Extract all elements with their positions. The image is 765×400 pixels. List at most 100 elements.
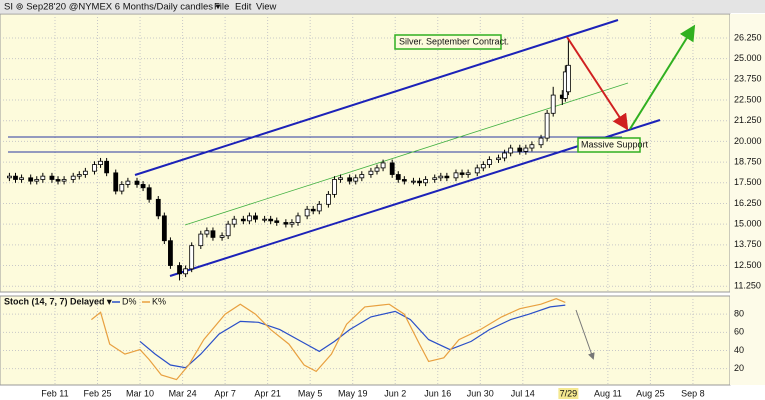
menu-view[interactable]: View [256, 2, 277, 13]
cursor-box [558, 388, 579, 399]
candle-body [146, 187, 152, 200]
candle-body [517, 147, 523, 152]
grid: 11.250 12.500 13.750 15.000 16.250 17.500 18.7… [0, 14, 762, 399]
candle-body [332, 179, 337, 195]
y-tick-label: 22.500 [734, 94, 762, 104]
x-tick-label: Feb 25 [83, 388, 111, 398]
marks [7, 38, 571, 381]
candle-body [19, 177, 24, 180]
candle-body [231, 218, 237, 225]
stoch-panel [0, 295, 731, 386]
candle-body [40, 175, 46, 180]
candle-body [55, 179, 61, 182]
annotation-box [394, 34, 502, 50]
candle-body [219, 235, 225, 238]
candle-body [316, 203, 322, 212]
y-tick-label: 12.500 [734, 260, 762, 270]
candle-body [125, 180, 131, 185]
annotation: Massive Support [581, 139, 649, 149]
y-tick-label: 20.000 [734, 136, 762, 146]
annotation: Silver. September Contract. [399, 36, 509, 46]
candle-body [76, 174, 82, 177]
y-tick-label: 13.750 [734, 239, 762, 249]
candle-body [411, 180, 416, 183]
candle-body [204, 230, 210, 235]
y-tick-label: 17.500 [734, 177, 762, 187]
candle-body [82, 170, 88, 175]
candle-body [347, 177, 353, 182]
candle-body [240, 218, 246, 222]
x-tick-label: May 19 [338, 388, 368, 398]
x-tick-label: Apr 21 [254, 388, 281, 398]
y-tick-label: 16.250 [734, 198, 762, 208]
legend-label: D% [122, 296, 137, 306]
legend: D% K% [112, 296, 166, 306]
cursor-label: 7/29 [560, 388, 578, 398]
candle-body [104, 160, 110, 174]
legend-label: K% [152, 296, 166, 306]
candle-body [7, 175, 12, 179]
price-panel [0, 13, 731, 293]
candle-body [92, 164, 97, 172]
candle-body [161, 215, 167, 242]
menu-file[interactable]: File [214, 2, 229, 13]
candle-body [34, 179, 40, 182]
candle-body [529, 144, 535, 149]
y-tick-label: 20 [734, 363, 744, 373]
candle-body [28, 177, 34, 182]
candle-body [210, 230, 216, 238]
channel-upper [134, 19, 619, 176]
y-tick-label: 15.000 [734, 219, 762, 229]
axis-area [730, 14, 765, 385]
x-tick-label: Jun 2 [384, 388, 406, 398]
y-tick-label: 25.000 [734, 53, 762, 63]
candle-body [325, 193, 331, 205]
candle-body [368, 170, 374, 175]
candle-body [401, 179, 407, 182]
candle-body [389, 162, 395, 175]
x-tick-label: Jun 16 [424, 388, 451, 398]
green-arrow [629, 24, 696, 130]
candle-body [183, 268, 189, 275]
candle-body [262, 218, 267, 221]
candle-body [283, 222, 289, 225]
candle-body [453, 172, 459, 179]
candle-body [374, 167, 380, 172]
menu-edit[interactable]: Edit [235, 2, 252, 13]
annotation-box [577, 137, 641, 153]
x-tick-label: Sep 8 [681, 388, 705, 398]
candle-body [359, 174, 365, 179]
candle-body [98, 160, 103, 165]
candle-body [465, 172, 471, 175]
toolbar [0, 0, 765, 13]
candle-body [140, 184, 146, 189]
candle-body [544, 112, 550, 139]
x-tick-label: Aug 11 [594, 388, 622, 398]
stoch-line [139, 304, 566, 369]
candle-body [338, 177, 343, 180]
candle-body [295, 215, 301, 223]
candle-body [444, 175, 450, 179]
candle-body [168, 240, 173, 266]
y-tick-label: 11.250 [734, 281, 761, 291]
gray-arrow [575, 309, 595, 360]
symbol-text[interactable]: SI ⊚ Sep28'20 @NYMEX 6 Months/Daily cand… [4, 2, 221, 13]
y-tick-label: 60 [734, 327, 744, 337]
x-tick-label: Jun 30 [467, 388, 494, 398]
candle-body [480, 164, 486, 169]
candle-body [474, 167, 480, 174]
candle-body [538, 137, 544, 146]
candle-body [438, 175, 444, 179]
red-arrow [566, 36, 629, 131]
candle-body [310, 208, 316, 212]
candle-body [268, 218, 274, 222]
candle-body [177, 265, 182, 275]
candle-body [523, 147, 529, 152]
x-tick-label: Mar 10 [126, 388, 154, 398]
candle-body [247, 215, 252, 222]
candle-body [550, 94, 556, 114]
candle-body [13, 175, 18, 180]
x-tick-label: Jul 14 [511, 388, 535, 398]
